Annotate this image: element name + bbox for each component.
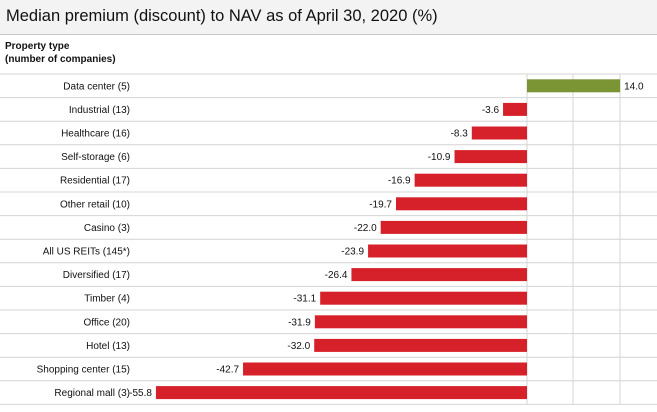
category-axis-title-line-2: (number of companies) [5, 54, 116, 65]
category-label: Self-storage (6) [61, 152, 130, 163]
category-label: Diversified (17) [63, 270, 130, 281]
bar [527, 79, 621, 93]
data-label: -42.7 [216, 365, 239, 376]
category-label: Shopping center (15) [37, 365, 130, 376]
category-axis-title: Property type (number of companies) [5, 40, 116, 66]
data-label: -10.9 [428, 152, 451, 163]
category-label: Healthcare (16) [61, 129, 130, 140]
bar [243, 362, 528, 376]
category-label: Casino (3) [84, 223, 130, 234]
data-label: -31.9 [288, 317, 311, 328]
category-label: Residential (17) [60, 176, 130, 187]
category-label: Regional mall (3) [54, 388, 130, 399]
category-label: Data center (5) [63, 81, 130, 92]
bar [471, 126, 527, 140]
category-label: Office (20) [84, 317, 131, 328]
data-label: -32.0 [287, 341, 310, 352]
bar [155, 386, 527, 400]
category-label: Hotel (13) [86, 341, 130, 352]
data-label: -23.9 [341, 247, 364, 258]
chart-header: Median premium (discount) to NAV as of A… [0, 0, 657, 35]
bar [414, 173, 527, 187]
category-label: Timber (4) [84, 294, 130, 305]
bar [454, 150, 527, 164]
bar [368, 244, 527, 258]
data-label: 14.0 [624, 81, 644, 92]
category-label: Industrial (13) [69, 105, 130, 116]
bar [503, 102, 527, 116]
data-label: -19.7 [369, 199, 392, 210]
data-label: -8.3 [451, 129, 469, 140]
bar [380, 220, 527, 234]
bar [314, 338, 527, 352]
bar [314, 315, 527, 329]
bar [320, 291, 527, 305]
chart-title: Median premium (discount) to NAV as of A… [6, 7, 438, 25]
data-label: -22.0 [354, 223, 377, 234]
data-label: -26.4 [325, 270, 348, 281]
data-label: -55.8 [129, 388, 152, 399]
category-axis-title-line-1: Property type [5, 41, 70, 52]
bar [395, 197, 527, 211]
data-label: -31.1 [293, 294, 316, 305]
category-label: Other retail (10) [60, 199, 130, 210]
category-label: All US REITs (145*) [43, 247, 130, 258]
bar [351, 268, 527, 282]
data-label: -16.9 [388, 176, 411, 187]
data-label: -3.6 [482, 105, 500, 116]
